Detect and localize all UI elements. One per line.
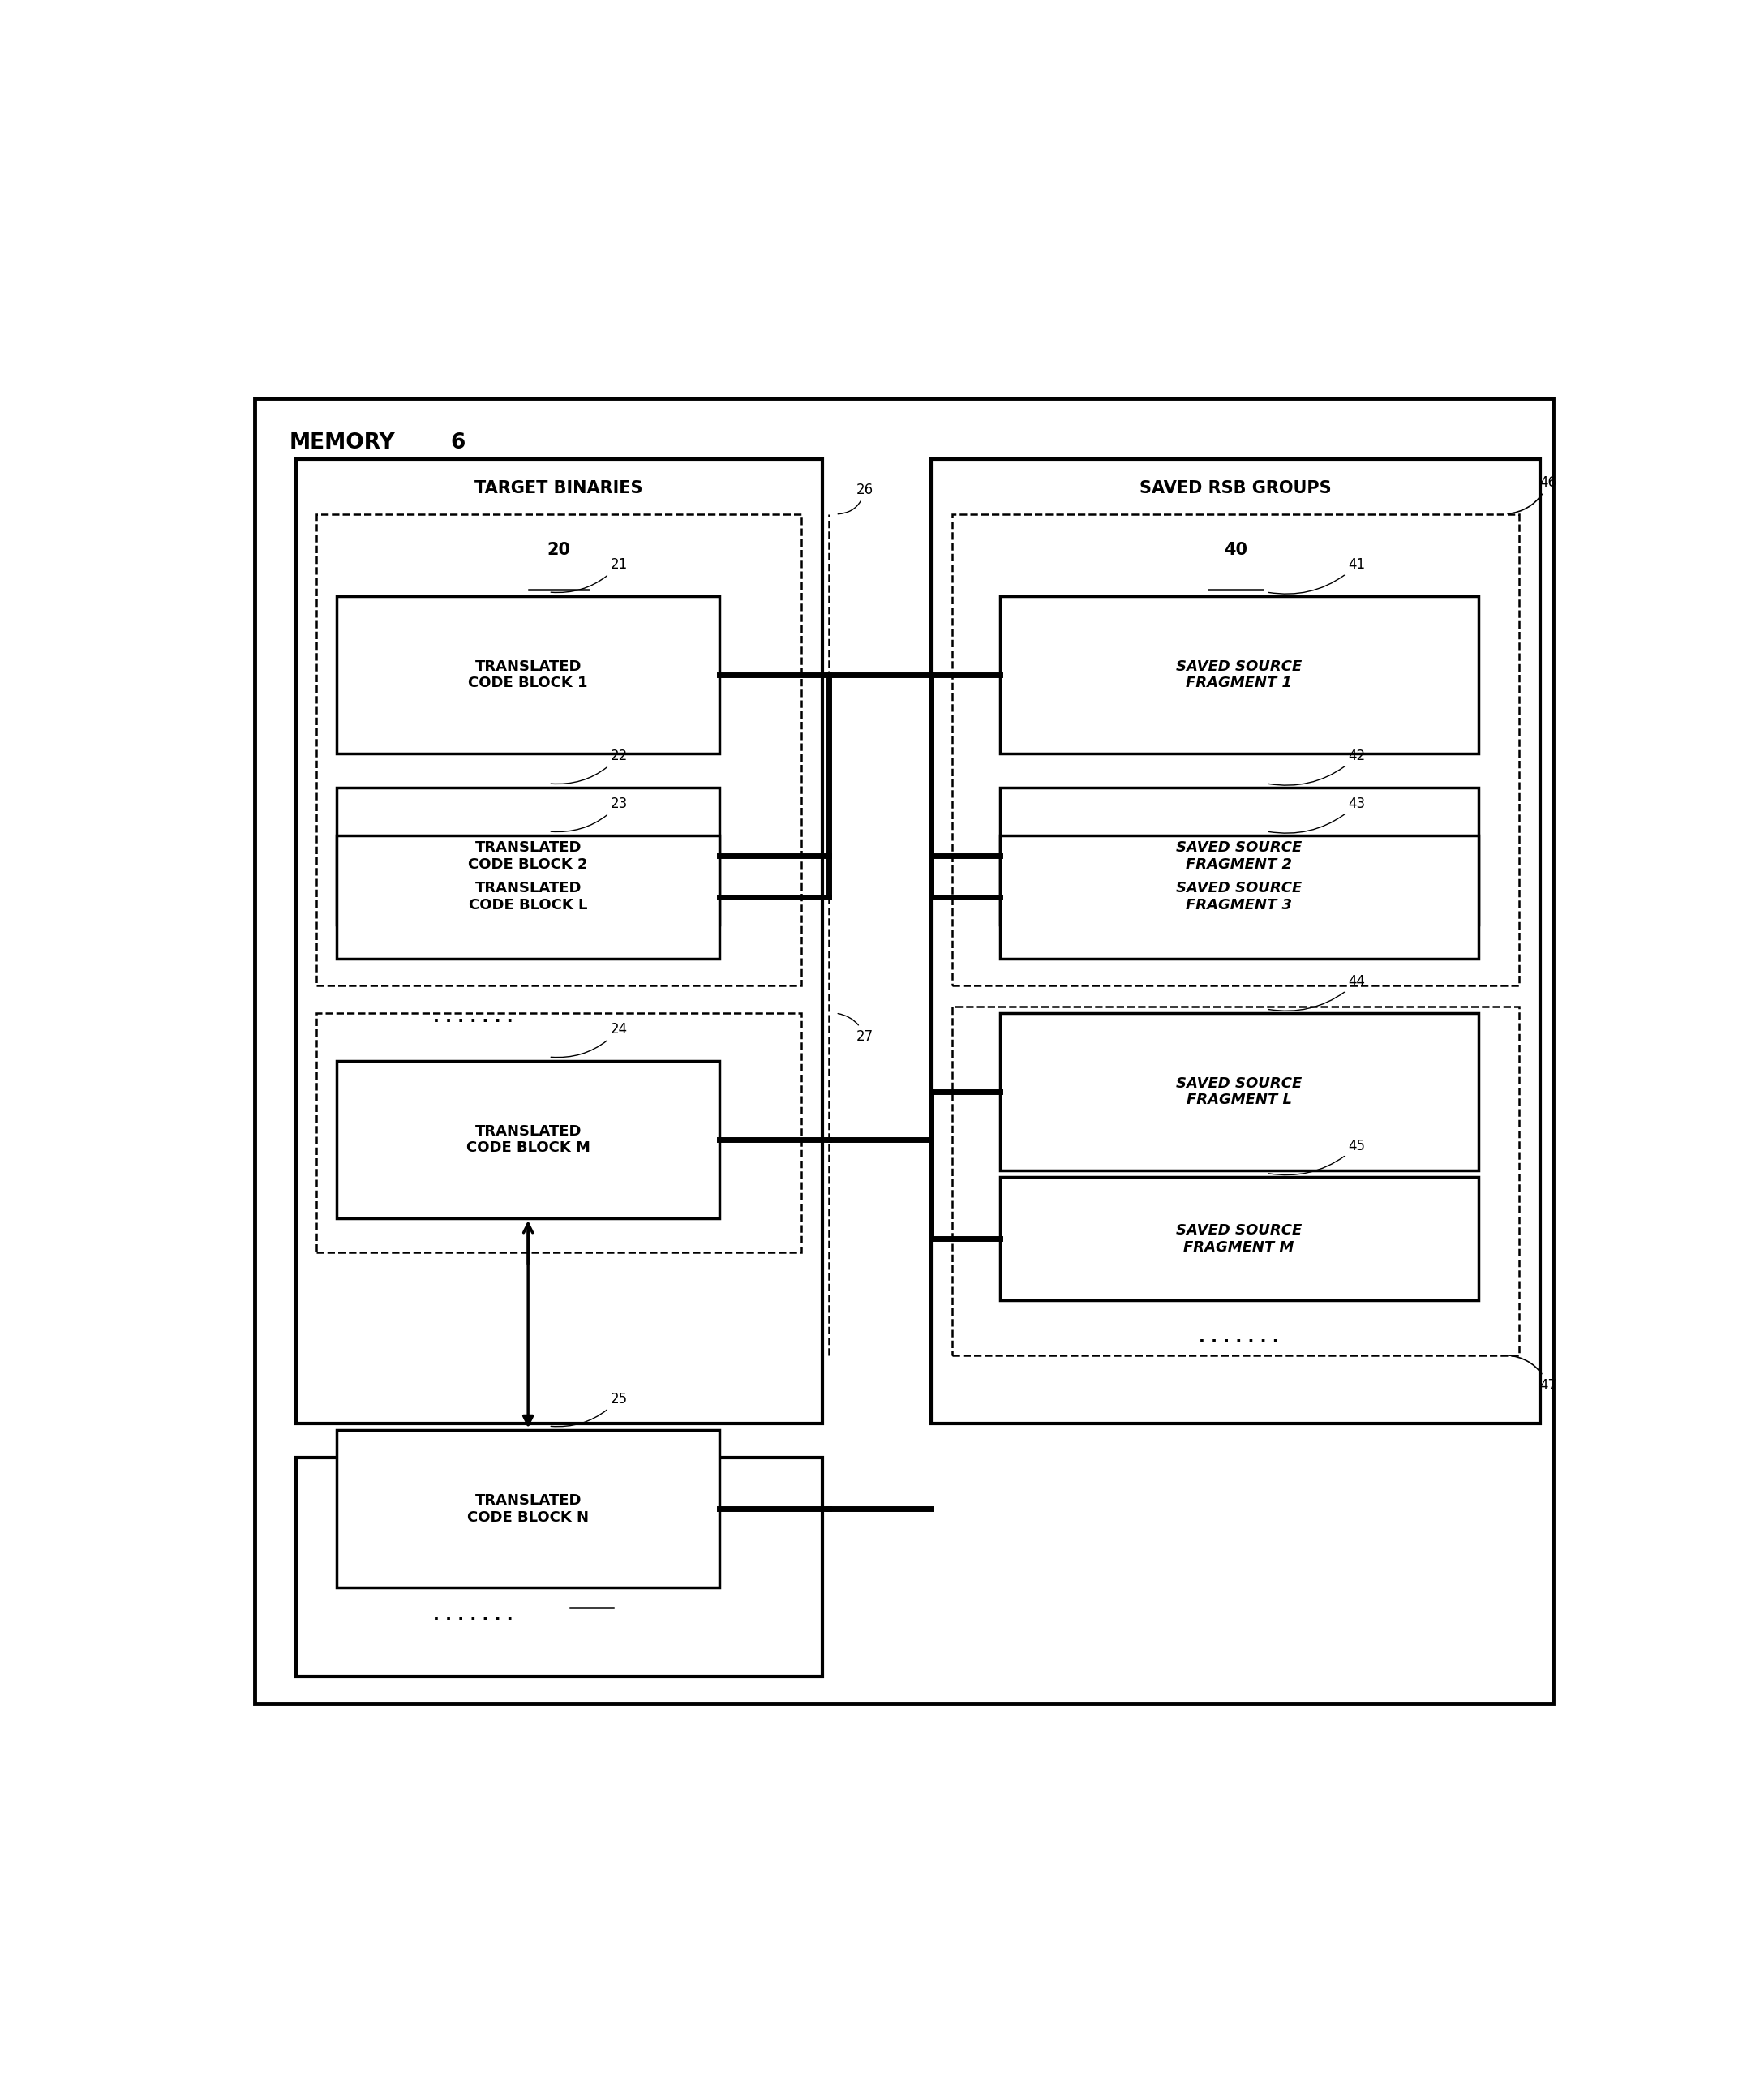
Text: 21: 21 <box>550 558 628 593</box>
Text: INVALIDATED
BINARIES: INVALIDATED BINARIES <box>501 1479 617 1512</box>
Bar <box>1000 836 1478 958</box>
Text: 46: 46 <box>1508 475 1558 514</box>
Text: TRANSLATED
CODE BLOCK 1: TRANSLATED CODE BLOCK 1 <box>467 660 587 691</box>
Text: SAVED SOURCE
FRAGMENT 2: SAVED SOURCE FRAGMENT 2 <box>1177 840 1302 871</box>
Text: . . . . . . .: . . . . . . . <box>434 1607 513 1622</box>
Text: 6: 6 <box>450 431 466 454</box>
Text: 23: 23 <box>550 796 628 832</box>
Bar <box>337 788 720 925</box>
Text: 20: 20 <box>547 541 570 558</box>
Text: MEMORY: MEMORY <box>289 431 395 454</box>
Text: 27: 27 <box>838 1014 873 1043</box>
Bar <box>1000 1014 1478 1170</box>
Text: 40: 40 <box>1224 541 1247 558</box>
Text: 22: 22 <box>550 749 628 784</box>
Text: SAVED SOURCE
FRAGMENT L: SAVED SOURCE FRAGMENT L <box>1177 1076 1302 1108</box>
Bar <box>337 595 720 753</box>
Bar <box>316 1014 801 1253</box>
Text: SAVED SOURCE
FRAGMENT M: SAVED SOURCE FRAGMENT M <box>1177 1224 1302 1255</box>
Text: TRANSLATED
CODE BLOCK N: TRANSLATED CODE BLOCK N <box>467 1493 589 1524</box>
Bar <box>296 460 822 1423</box>
Text: 43: 43 <box>1268 796 1365 834</box>
Bar <box>1000 595 1478 753</box>
Bar <box>337 1062 720 1217</box>
Text: 47: 47 <box>1508 1354 1558 1392</box>
Text: TARGET BINARIES: TARGET BINARIES <box>475 479 644 496</box>
Bar <box>1000 1178 1478 1300</box>
Text: 45: 45 <box>1268 1139 1365 1176</box>
Bar <box>337 1431 720 1587</box>
Text: TRANSLATED
CODE BLOCK 2: TRANSLATED CODE BLOCK 2 <box>467 840 587 871</box>
Text: 24: 24 <box>550 1022 628 1058</box>
Bar <box>337 836 720 958</box>
Text: SAVED SOURCE
FRAGMENT 3: SAVED SOURCE FRAGMENT 3 <box>1177 881 1302 913</box>
Text: . . . . . . .: . . . . . . . <box>434 1010 513 1025</box>
Bar <box>953 1006 1519 1354</box>
Text: TRANSLATED
CODE BLOCK L: TRANSLATED CODE BLOCK L <box>469 881 587 913</box>
Text: SAVED RSB GROUPS: SAVED RSB GROUPS <box>1140 479 1332 496</box>
Bar <box>953 514 1519 985</box>
Bar <box>316 514 801 985</box>
Text: . . . . . . .: . . . . . . . <box>1200 1010 1279 1025</box>
Bar <box>296 1458 822 1676</box>
Text: 25: 25 <box>550 1392 628 1427</box>
Text: SAVED SOURCE
FRAGMENT 1: SAVED SOURCE FRAGMENT 1 <box>1177 660 1302 691</box>
Text: 42: 42 <box>1268 749 1365 786</box>
Text: 26: 26 <box>838 483 873 514</box>
Text: . . . . . . .: . . . . . . . <box>1200 1329 1279 1346</box>
Bar <box>931 460 1540 1423</box>
Bar <box>1000 788 1478 925</box>
Text: 29: 29 <box>579 1568 602 1582</box>
Text: 44: 44 <box>1268 975 1365 1010</box>
Text: 41: 41 <box>1268 558 1365 593</box>
Text: TRANSLATED
CODE BLOCK M: TRANSLATED CODE BLOCK M <box>466 1124 591 1155</box>
